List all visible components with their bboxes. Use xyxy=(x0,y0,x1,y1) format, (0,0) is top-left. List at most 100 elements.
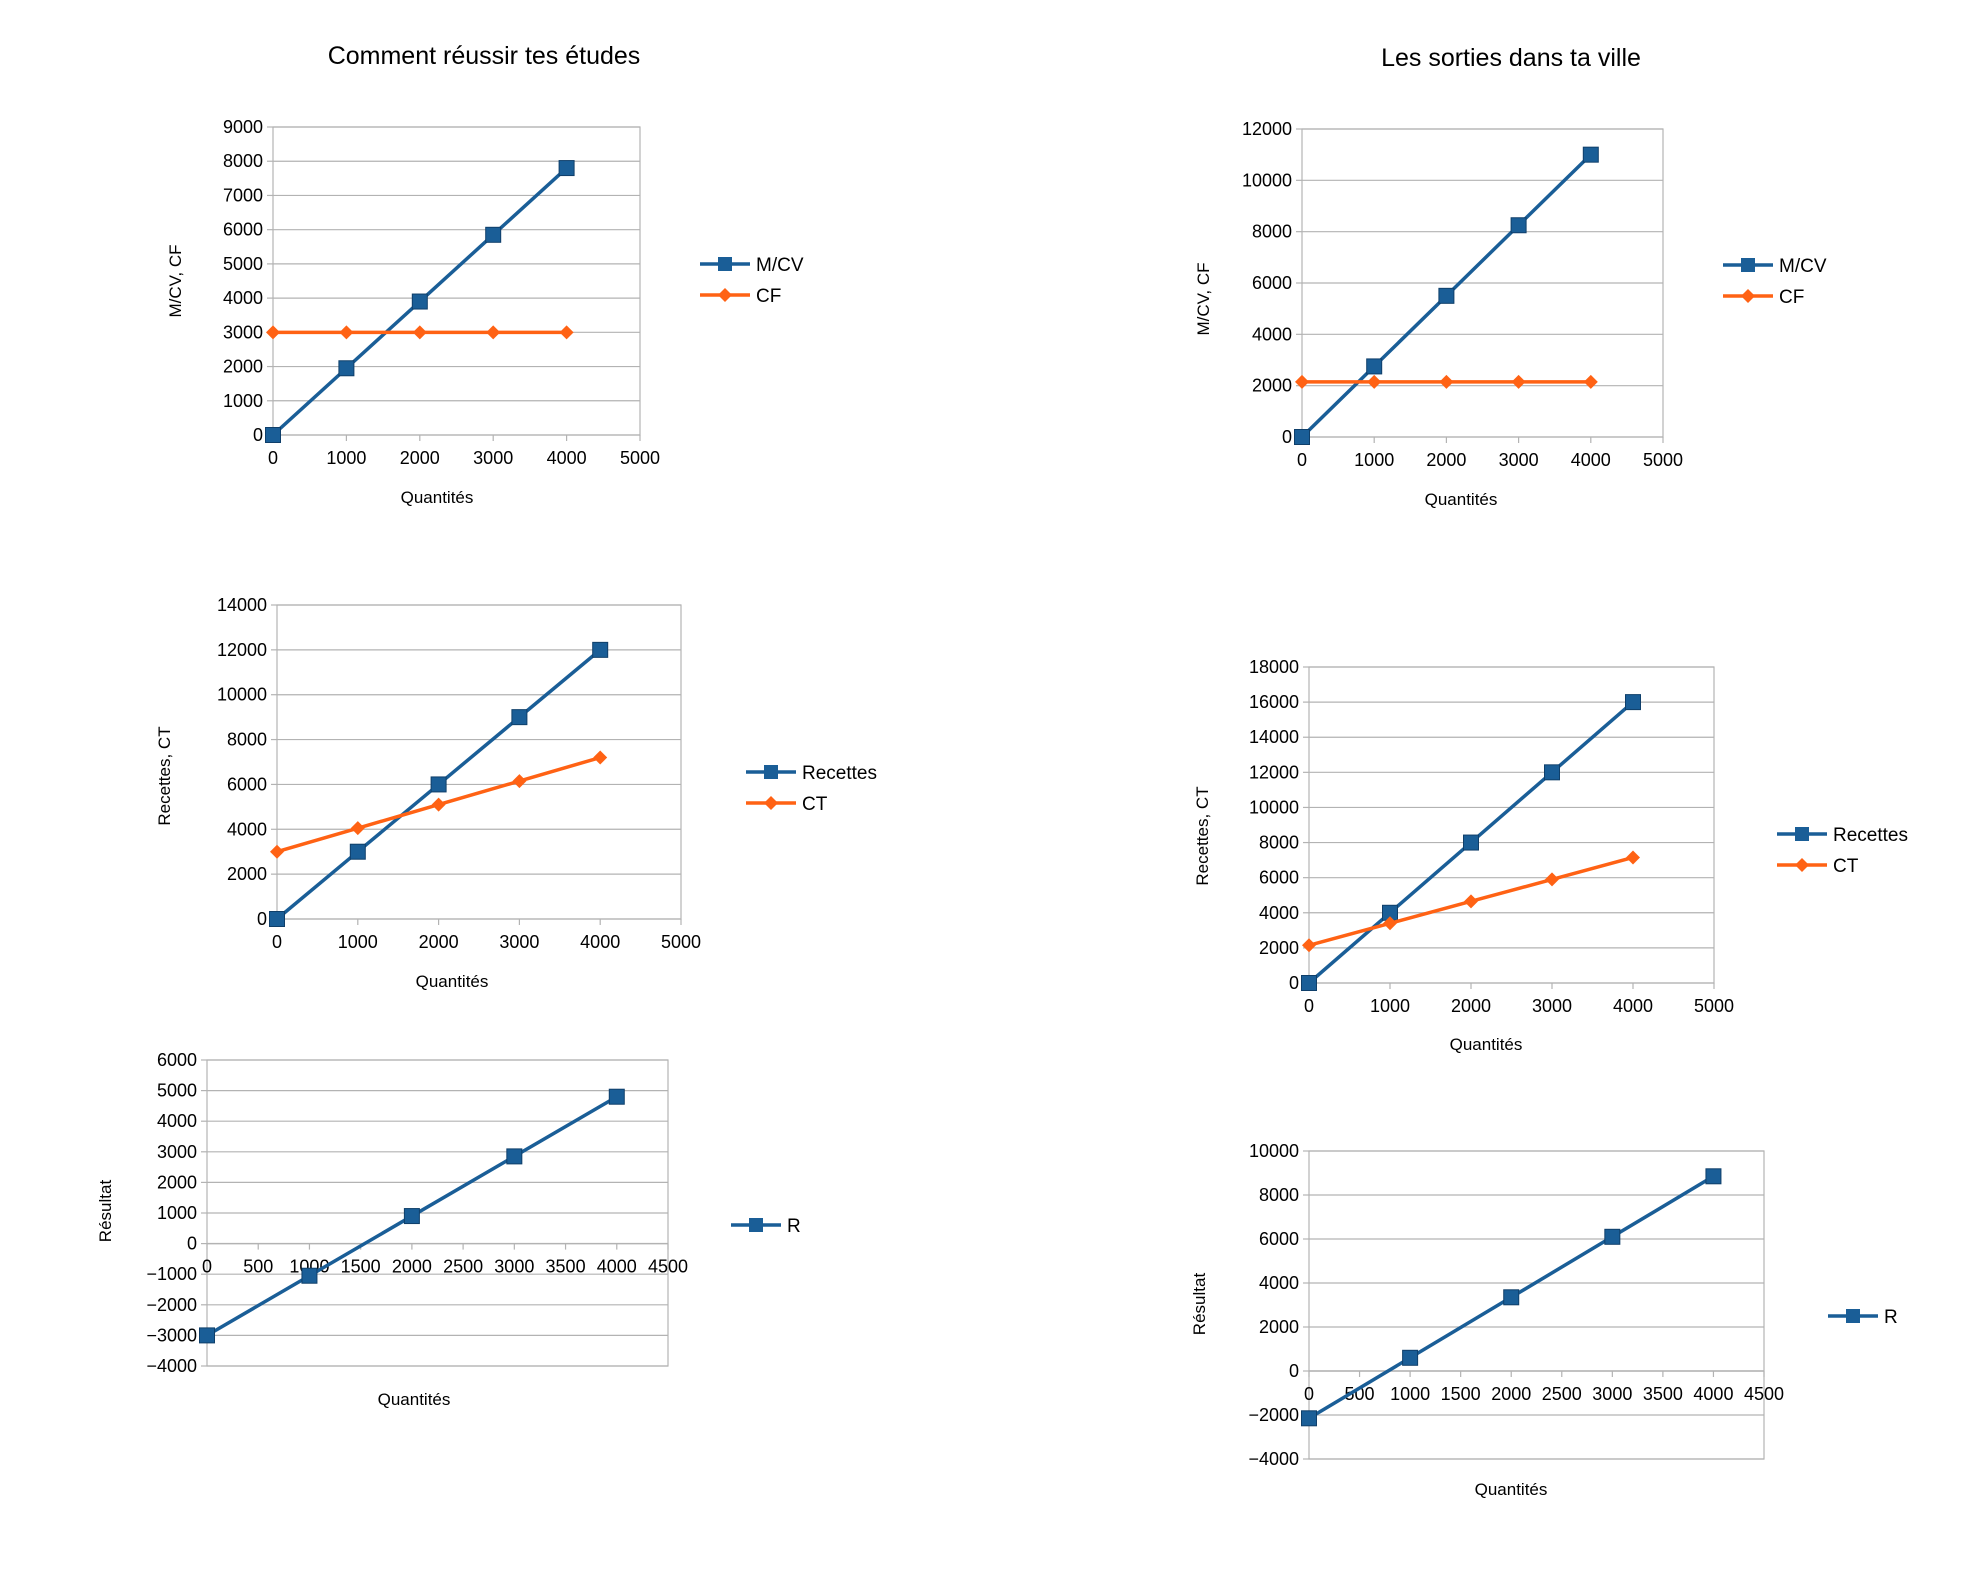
legend-label: M/CV xyxy=(756,255,804,276)
data-point xyxy=(430,776,447,793)
data-point xyxy=(269,911,285,927)
y-tick-label: 2000 xyxy=(1252,376,1292,396)
data-point xyxy=(1302,938,1316,953)
x-tick-label: 1000 xyxy=(1354,450,1394,470)
legend-label: M/CV xyxy=(1779,256,1827,277)
x-tick-label: 4000 xyxy=(1613,996,1653,1016)
data-point xyxy=(403,1208,420,1225)
x-tick-label: 4000 xyxy=(580,932,620,952)
x-tick-label: 0 xyxy=(1304,996,1314,1016)
data-point xyxy=(411,293,428,310)
data-point xyxy=(1705,1168,1722,1185)
y-tick-label: 5000 xyxy=(223,254,263,274)
y-tick-label: 0 xyxy=(253,425,263,445)
legend-label: CF xyxy=(1779,287,1804,308)
y-tick-label: 4000 xyxy=(1259,903,1299,923)
x-tick-label: 3000 xyxy=(1499,450,1539,470)
chart-1: 0 1000 2000 3000 4000 5000 6000 7000 8000 9000 0 10… xyxy=(166,117,804,507)
x-tick-label: 1000 xyxy=(338,932,378,952)
legend-marker xyxy=(718,288,732,302)
y-tick-label: −2000 xyxy=(146,1295,197,1315)
x-tick-label: 5000 xyxy=(620,448,660,468)
data-point xyxy=(593,750,608,765)
legend-marker xyxy=(764,765,778,779)
legend-label: Recettes xyxy=(1833,825,1908,846)
x-tick-label: 1000 xyxy=(1370,996,1410,1016)
x-axis-title: Quantités xyxy=(1475,1480,1548,1499)
data-point xyxy=(270,844,284,859)
y-tick-label: 0 xyxy=(1289,973,1299,993)
y-tick-label: 16000 xyxy=(1249,692,1299,712)
data-point xyxy=(485,226,502,243)
x-tick-label: 3000 xyxy=(1532,996,1572,1016)
data-point xyxy=(486,325,501,340)
y-tick-label: 0 xyxy=(187,1234,197,1254)
x-axis-title: Quantités xyxy=(1425,490,1498,509)
data-point xyxy=(1438,287,1455,304)
data-point xyxy=(1402,1349,1419,1366)
y-tick-label: 1000 xyxy=(223,391,263,411)
y-tick-label: 0 xyxy=(1282,427,1292,447)
data-point xyxy=(1625,694,1641,711)
x-tick-label: 2000 xyxy=(400,448,440,468)
x-tick-label: 4500 xyxy=(648,1257,688,1277)
data-point xyxy=(199,1327,215,1344)
legend-marker xyxy=(1795,858,1809,872)
x-tick-label: 3000 xyxy=(1592,1384,1632,1404)
data-point xyxy=(1294,429,1310,445)
data-point xyxy=(1544,764,1560,781)
data-point xyxy=(592,641,609,658)
x-axis-title: Quantités xyxy=(401,488,474,507)
chart-4: 0200040006000800010000120001400016000180… xyxy=(1193,657,1908,1054)
y-tick-label: 5000 xyxy=(157,1081,197,1101)
legend-label: R xyxy=(787,1216,801,1237)
right-column-title: Les sorties dans ta ville xyxy=(1381,44,1641,72)
y-tick-label: 12000 xyxy=(1249,762,1299,782)
y-tick-label: 12000 xyxy=(217,640,267,660)
y-tick-label: 10000 xyxy=(1242,170,1292,190)
x-tick-label: 0 xyxy=(272,932,282,952)
y-tick-label: 6000 xyxy=(223,220,263,240)
y-tick-label: 4000 xyxy=(223,288,263,308)
data-point xyxy=(412,325,427,340)
y-tick-label: −2000 xyxy=(1248,1405,1299,1425)
x-tick-label: 3500 xyxy=(1643,1384,1683,1404)
legend-marker xyxy=(1846,1309,1860,1323)
x-tick-label: 0 xyxy=(1304,1384,1314,1404)
x-tick-label: 2000 xyxy=(1426,450,1466,470)
x-tick-label: 0 xyxy=(202,1257,212,1277)
data-point xyxy=(511,709,528,726)
x-axis-title: Quantités xyxy=(378,1390,451,1409)
left-column-title: Comment réussir tes études xyxy=(327,42,641,70)
y-tick-label: 8000 xyxy=(1252,222,1292,242)
data-point xyxy=(512,774,527,789)
x-tick-label: 4000 xyxy=(547,448,587,468)
chart-2: 0 2000 4000 6000 8000 10000 12000 0 1000 2000 3000… xyxy=(1194,119,1827,509)
data-point xyxy=(1295,374,1309,389)
plot-area-frame xyxy=(272,126,641,436)
x-tick-label: 2500 xyxy=(443,1257,483,1277)
y-tick-label: 6000 xyxy=(1259,868,1299,888)
y-tick-label: 9000 xyxy=(223,117,263,137)
x-tick-label: 3000 xyxy=(494,1257,534,1277)
y-tick-label: 6000 xyxy=(1259,1229,1299,1249)
x-tick-label: 1000 xyxy=(326,448,366,468)
data-point xyxy=(301,1267,318,1284)
x-tick-label: 500 xyxy=(1345,1384,1375,1404)
y-tick-label: 2000 xyxy=(1259,1317,1299,1337)
x-tick-label: 5000 xyxy=(1694,996,1734,1016)
data-point xyxy=(1301,975,1317,991)
y-axis-title: M/CV, CF xyxy=(1194,262,1213,335)
data-point xyxy=(1464,894,1478,909)
data-point xyxy=(1510,217,1527,234)
data-point xyxy=(1583,374,1598,389)
x-tick-label: 4000 xyxy=(1693,1384,1733,1404)
x-tick-label: 3500 xyxy=(546,1257,586,1277)
plot-area-frame xyxy=(1308,666,1715,984)
x-tick-label: 0 xyxy=(268,448,278,468)
y-tick-label: 10000 xyxy=(1249,797,1299,817)
y-tick-label: 18000 xyxy=(1249,657,1299,677)
y-axis-title: Recettes, CT xyxy=(1193,786,1212,885)
x-tick-label: 1000 xyxy=(1390,1384,1430,1404)
data-point xyxy=(1626,850,1640,865)
